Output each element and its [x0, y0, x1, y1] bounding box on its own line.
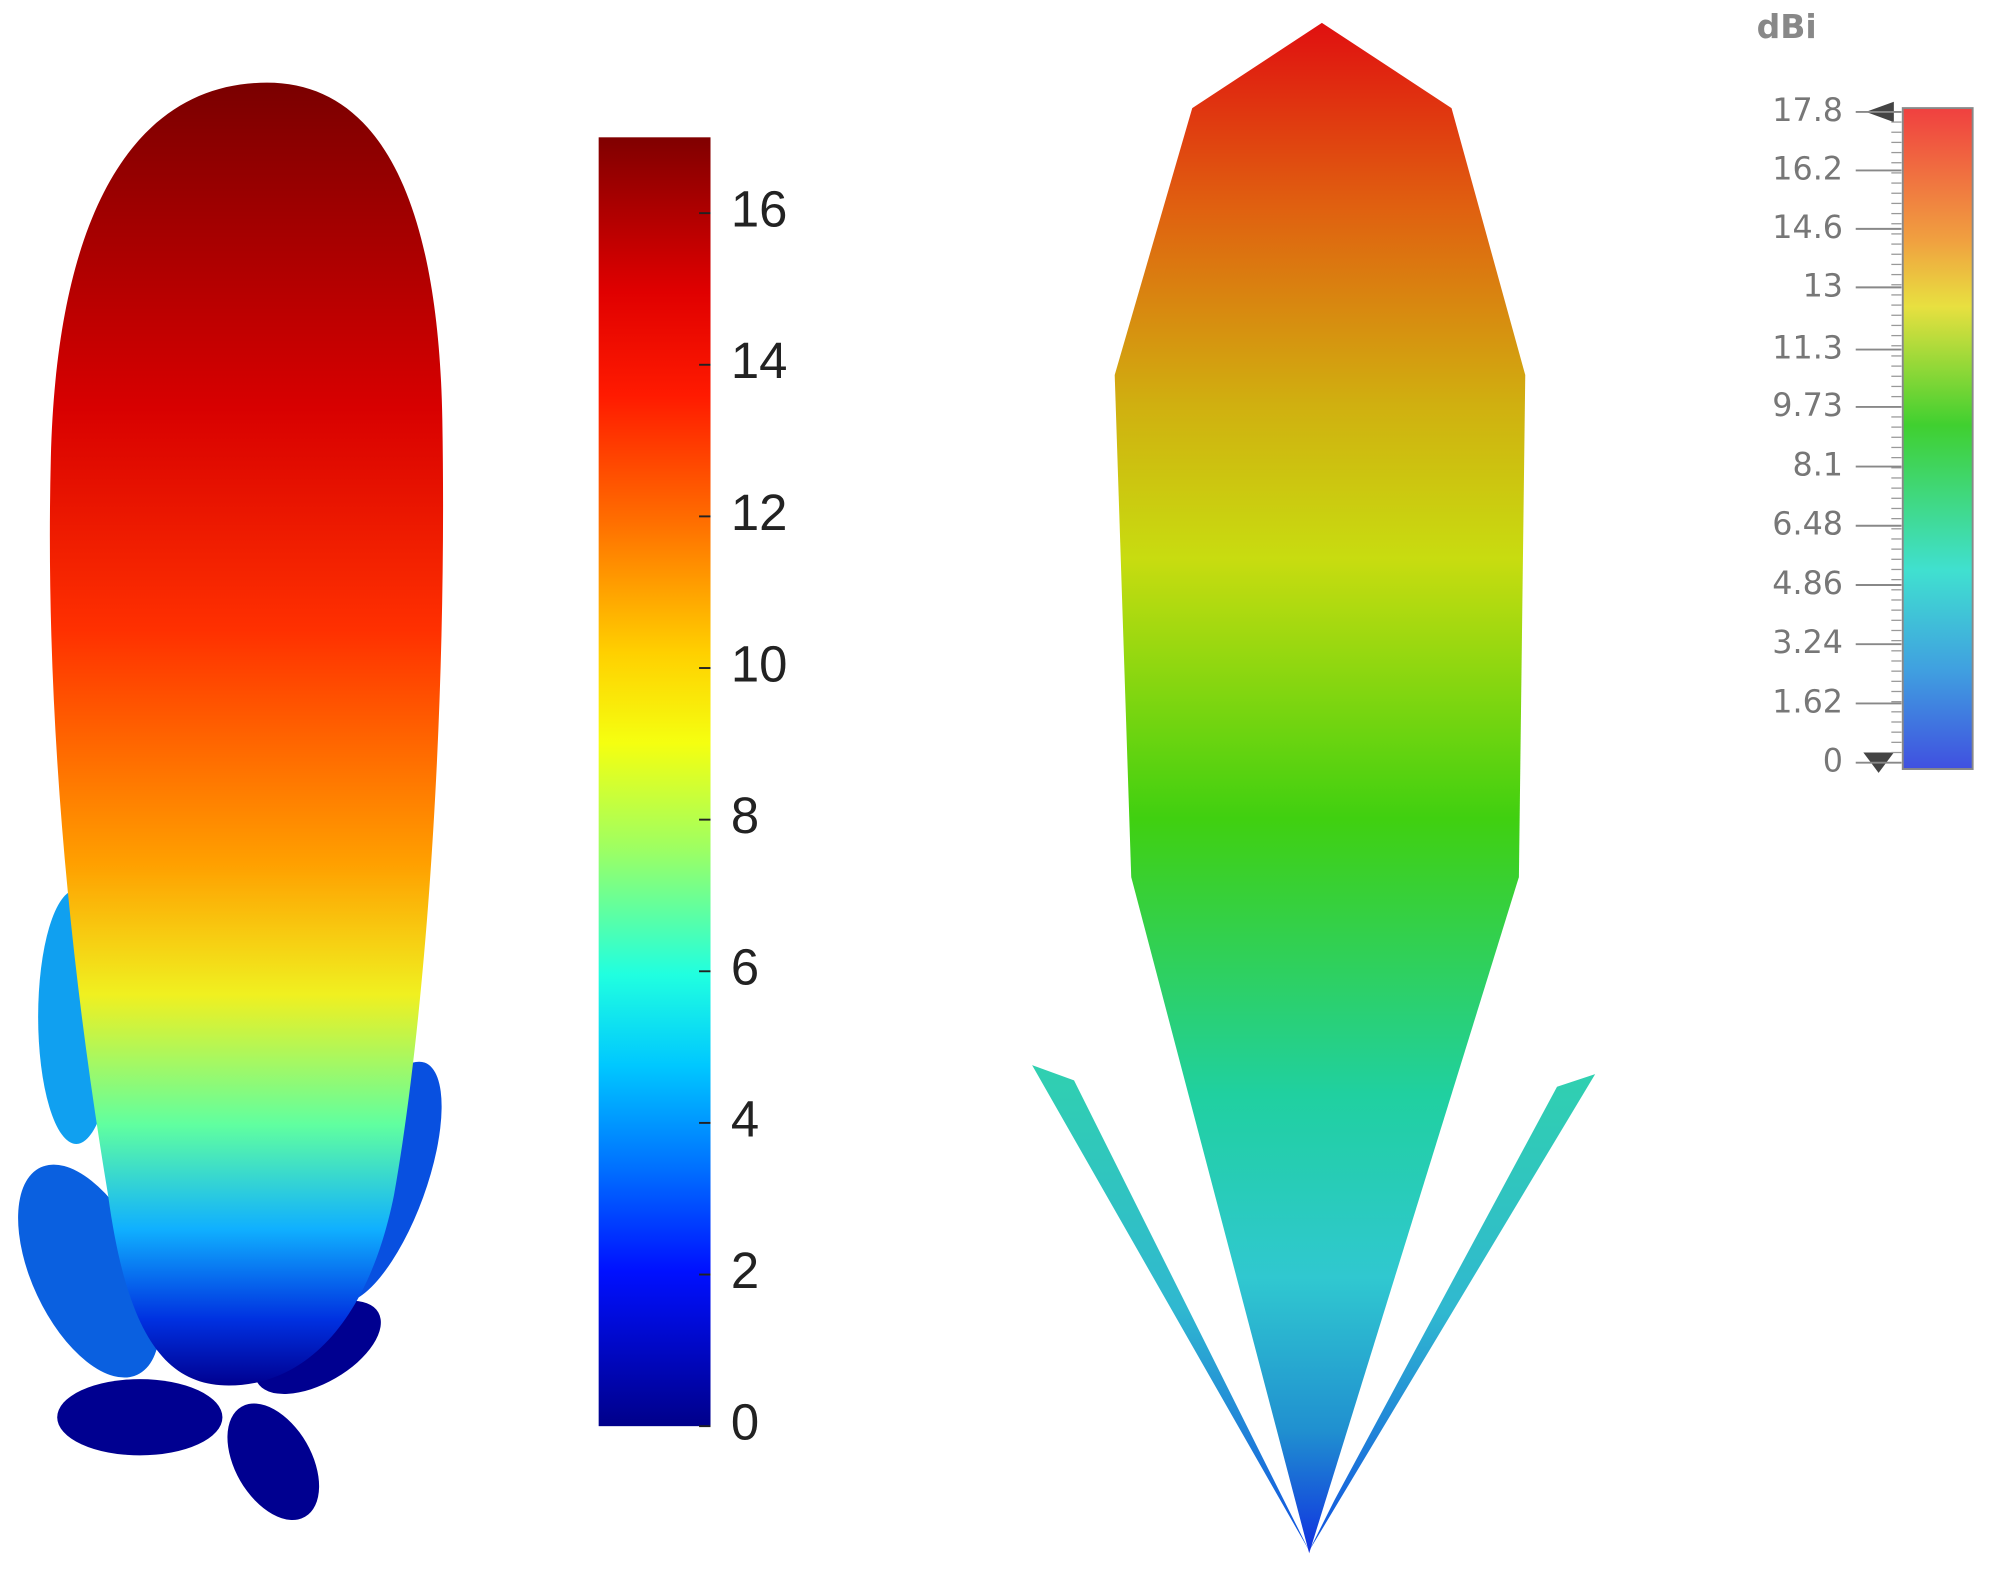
- tick-label: 6: [731, 939, 759, 996]
- tick-label: 11.3: [1772, 331, 1843, 367]
- tick-label: 14: [731, 332, 788, 389]
- side-lobe: [57, 1379, 223, 1456]
- left-ticks: 0 2 4 6 8 10 12 14 16: [699, 181, 787, 1451]
- tick-label: 10: [731, 635, 788, 692]
- tick-label: 0: [1823, 744, 1843, 780]
- tick-label: 8.1: [1792, 448, 1843, 484]
- tick-label: 9.73: [1772, 388, 1843, 424]
- right-pattern: [1032, 22, 1596, 1554]
- tick-label: 1.62: [1772, 684, 1843, 720]
- tick-label: 14.6: [1772, 210, 1843, 246]
- tick-label: 4: [731, 1090, 759, 1147]
- side-lobe: [1309, 1074, 1596, 1551]
- main-lobe: [49, 82, 444, 1386]
- right-ticks: 0 1.62 3.24 4.86 6.48 8.1 9.73 11.3 13 14.6 16.2 17…: [1772, 93, 1902, 780]
- right-colorbar: [1901, 107, 1974, 770]
- colorbar-title: dBi: [1757, 7, 1817, 46]
- tick-label: 17.8: [1772, 93, 1843, 129]
- left-pattern: [18, 82, 444, 1520]
- main-lobe: [1114, 22, 1526, 1554]
- tick-label: 8: [731, 787, 759, 844]
- tick-label: 4.86: [1772, 566, 1843, 602]
- side-lobe: [1032, 1065, 1310, 1551]
- tick-label: 2: [731, 1242, 759, 1299]
- tick-label: 0: [731, 1394, 759, 1451]
- tick-label: 13: [1803, 268, 1843, 304]
- left-colorbar: [598, 137, 711, 1427]
- tick-label: 3.24: [1772, 625, 1843, 661]
- tick-label: 12: [731, 484, 788, 541]
- tick-label: 16: [731, 181, 788, 238]
- side-lobe: [227, 1403, 320, 1520]
- tick-label: 6.48: [1772, 507, 1843, 543]
- tick-label: 16.2: [1772, 151, 1843, 187]
